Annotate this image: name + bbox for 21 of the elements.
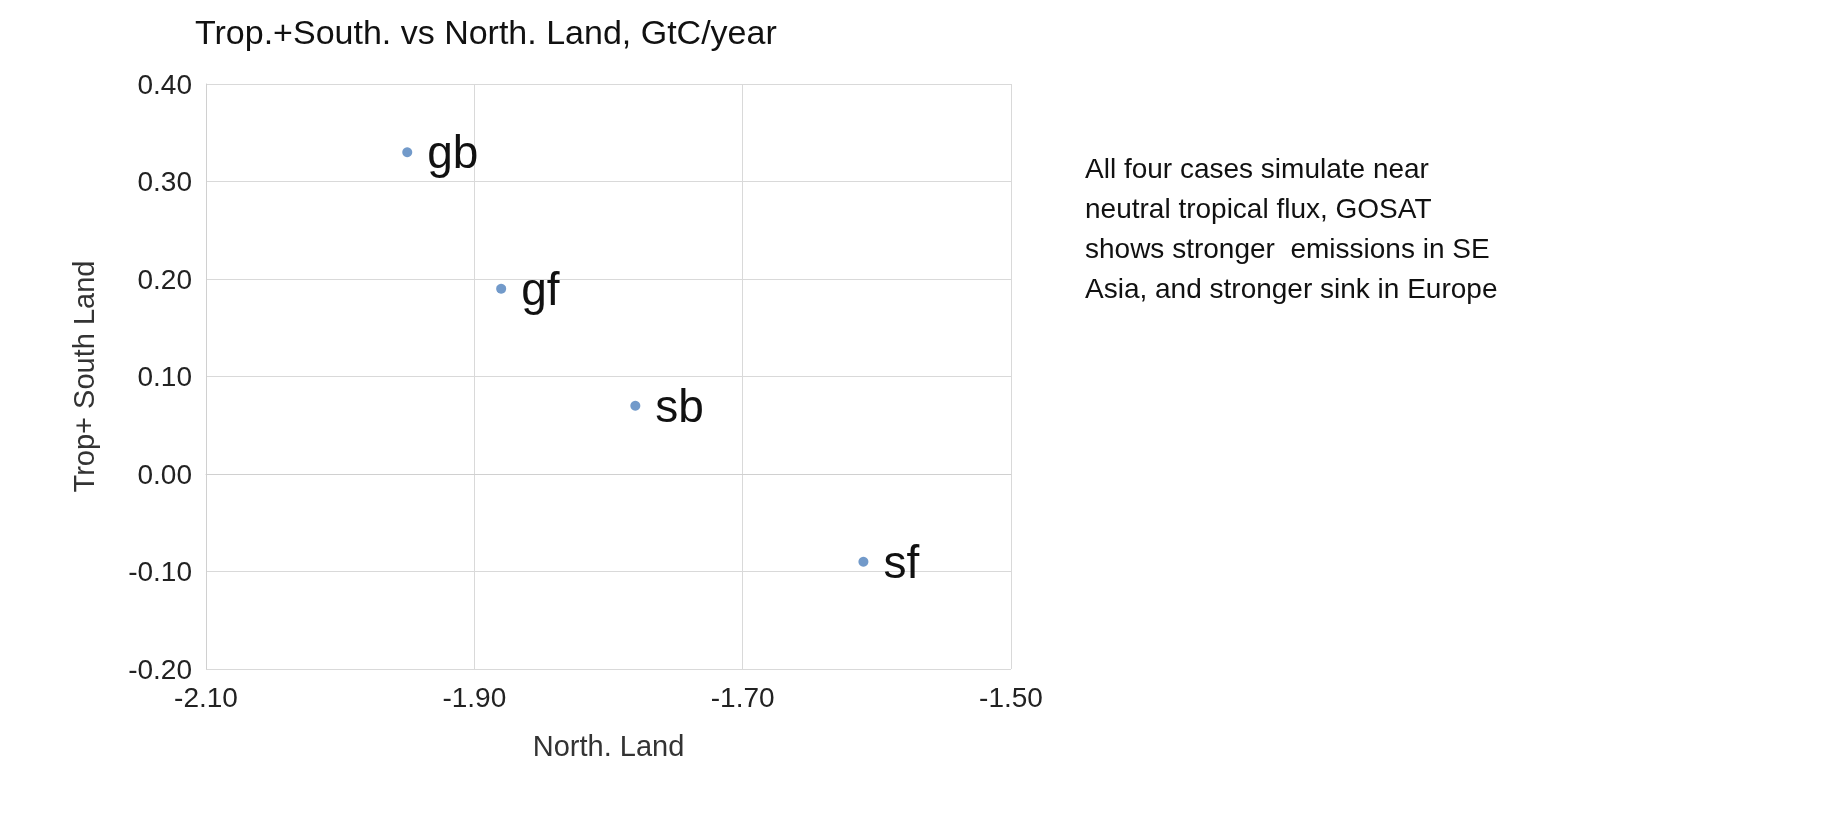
y-axis-title: Trop+ South Land	[67, 260, 100, 493]
y-tick-label: 0.40	[137, 68, 192, 100]
point	[402, 147, 413, 158]
annotation: sf	[883, 535, 920, 588]
x-tick-label: -1.90	[442, 681, 507, 713]
annotation: sb	[655, 379, 704, 432]
annotation: gb	[427, 126, 479, 179]
x-tick-label: -1.50	[979, 681, 1043, 713]
y-tick-label: 0.30	[137, 166, 192, 197]
y-tick-label: 0.00	[137, 458, 192, 490]
point	[858, 556, 869, 567]
chart-title: Trop.+South. vs North. Land, GtC/year	[195, 13, 777, 51]
y-tick-label: -0.10	[128, 556, 192, 587]
text: All four cases simulate near neutral tropical flux, GOSAT shows stronger emissions in SE Asia, and stronger sink in Europe	[1085, 152, 1498, 304]
point	[496, 283, 507, 294]
x-axis-title: North. Land	[532, 729, 685, 762]
point	[630, 400, 641, 411]
x-tick-label: -1.70	[710, 681, 775, 713]
y-tick-label: 0.20	[137, 263, 192, 295]
y-tick-label: 0.10	[137, 361, 192, 392]
annotation: gf	[521, 262, 560, 315]
